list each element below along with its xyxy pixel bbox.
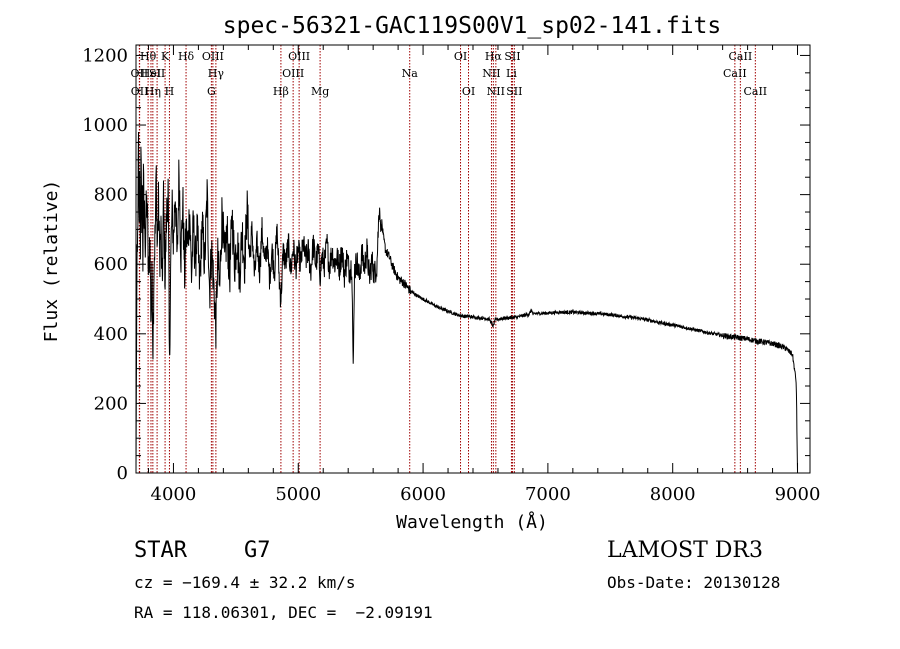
marker-label: Hθ: [140, 50, 157, 63]
emission-line-markers: [138, 45, 756, 473]
x-tick-label: 7000: [525, 484, 571, 505]
class-label: STAR: [134, 538, 187, 563]
coordinates-readout: RA = 118.06301, DEC = −2.09191: [134, 603, 433, 622]
x-tick-label: 5000: [275, 484, 321, 505]
marker-label: K: [161, 50, 170, 63]
marker-label: Hα: [485, 50, 503, 63]
survey-label: LAMOST DR3: [607, 538, 763, 563]
y-tick-label: 400: [94, 324, 128, 345]
marker-label: OIII: [282, 67, 304, 80]
marker-label: Hβ: [273, 85, 289, 98]
emission-line-labels: OII OII Hθ HeI Hη SII K H Hδ OIII G Hγ Hβ OIII OIII Mg N…: [131, 50, 768, 98]
y-tick-label: 200: [94, 393, 128, 414]
subclass-label: G7: [244, 538, 271, 563]
marker-label: SII: [149, 67, 165, 80]
y-tick-label: 800: [94, 185, 128, 206]
x-axis-label: Wavelength (Å): [396, 511, 548, 533]
marker-label: Hη: [145, 85, 161, 98]
y-tick-label: 600: [94, 254, 128, 275]
marker-label: NII: [482, 67, 500, 80]
marker-label: NII: [487, 85, 505, 98]
y-axis-ticks: 0 200 400 600 800 1000 1200: [82, 45, 810, 484]
marker-label: OIII: [202, 50, 224, 63]
marker-label: CaII: [723, 67, 747, 80]
obs-date: Obs-Date: 20130128: [607, 573, 781, 592]
y-tick-label: 1000: [82, 115, 128, 136]
marker-label: Hγ: [208, 67, 225, 80]
marker-label: SII: [504, 50, 520, 63]
x-tick-label: 6000: [400, 484, 446, 505]
marker-label: H: [165, 85, 175, 98]
x-axis-ticks: 4000 5000 6000 7000 8000 9000: [147, 45, 821, 505]
y-tick-label: 1200: [82, 45, 128, 66]
y-axis-label: Flux (relative): [41, 180, 62, 343]
x-tick-label: 9000: [775, 484, 821, 505]
x-tick-label: 4000: [151, 484, 197, 505]
marker-label: Hδ: [178, 50, 195, 63]
marker-label: Na: [402, 67, 419, 80]
marker-label: OI: [462, 85, 475, 98]
x-tick-label: 8000: [650, 484, 696, 505]
marker-label: CaII: [743, 85, 767, 98]
marker-label: Mg: [311, 85, 329, 98]
marker-label: Li: [506, 67, 517, 80]
marker-label: CaII: [729, 50, 753, 63]
marker-label: G: [207, 85, 216, 98]
y-tick-label: 0: [117, 463, 128, 484]
redshift-readout: cz = −169.4 ± 32.2 km/s: [134, 573, 356, 592]
marker-label: HeI: [141, 67, 161, 80]
marker-label: OII: [131, 85, 149, 98]
spectrum-line: [135, 131, 798, 474]
marker-label: OII: [131, 67, 149, 80]
marker-label: OIII: [288, 50, 310, 63]
chart-title: spec-56321-GAC119S00V1_sp02-141.fits: [223, 13, 722, 39]
marker-label: SII: [506, 85, 522, 98]
marker-label: OI: [454, 50, 467, 63]
spectrum-chart: spec-56321-GAC119S00V1_sp02-141.fits OII…: [41, 13, 821, 533]
